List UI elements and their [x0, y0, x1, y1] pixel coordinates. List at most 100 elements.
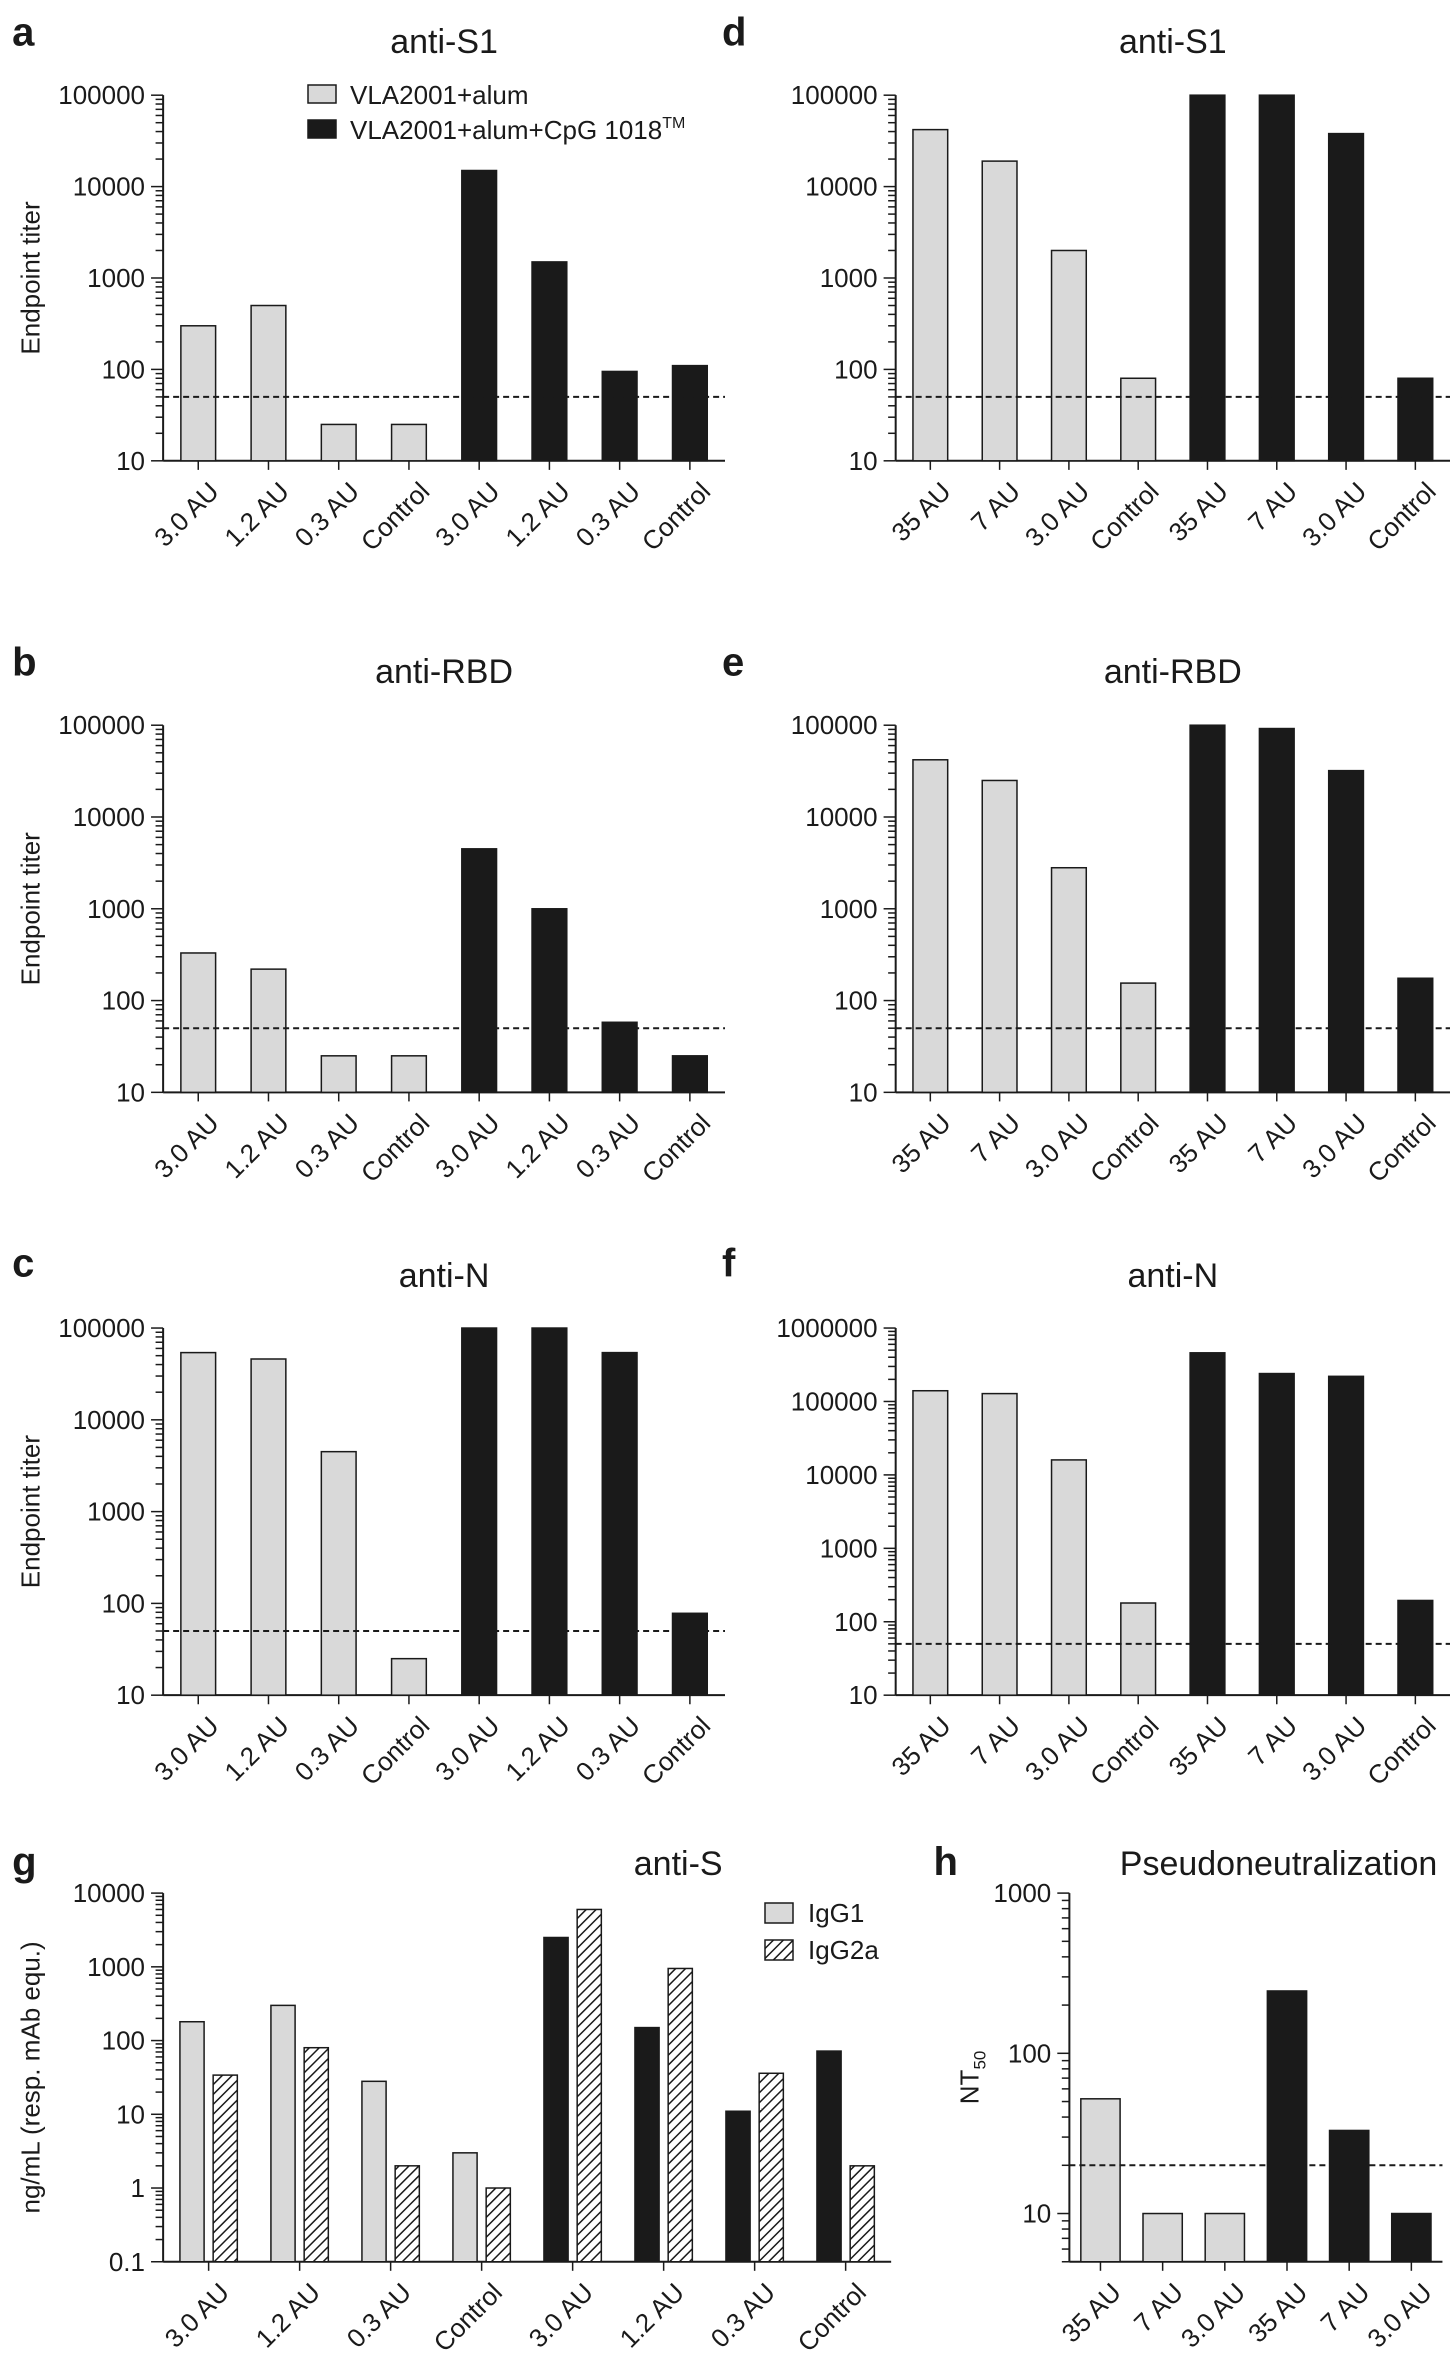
y-tick-label: 100: [1008, 2038, 1051, 2068]
x-category-label: 3.0 AU: [1019, 476, 1095, 552]
x-category-label: Control: [1361, 476, 1441, 556]
x-category-label: Control: [355, 1710, 435, 1790]
bar-alum: [392, 424, 427, 460]
y-tick-label: 100: [102, 2026, 145, 2056]
x-category-label: Control: [428, 2277, 508, 2357]
bar-cpg: [1398, 978, 1433, 1092]
bar-alum: [392, 1659, 427, 1696]
y-axis-title: Endpoint titer: [15, 1435, 45, 1589]
x-category-label: 1.2 AU: [250, 2277, 326, 2353]
y-tick-label: 10000: [805, 172, 877, 202]
x-category-label: 1.2 AU: [499, 1710, 575, 1786]
legend-label-cpg: VLA2001+alum+CpG 1018TM: [350, 115, 685, 145]
panel-title: anti-N: [399, 1257, 490, 1295]
y-tick-label: 100000: [791, 710, 878, 740]
panel-letter: h: [933, 1840, 957, 1884]
x-category-label: 0.3 AU: [289, 1710, 365, 1786]
bar-cpg: [1398, 378, 1433, 461]
panel-letter: e: [722, 640, 744, 684]
y-tick-label: 100: [102, 986, 145, 1016]
bar-igg1: [817, 2051, 841, 2262]
x-category-label: 0.3 AU: [289, 476, 365, 552]
x-category-label: 3.0 AU: [523, 2277, 599, 2353]
y-axis-title: NT50: [955, 2051, 990, 2105]
legend-swatch-igg1: [765, 1903, 793, 1923]
bar-igg2a: [759, 2073, 783, 2261]
x-category-label: Control: [1361, 1108, 1441, 1188]
y-tick-label: 10: [849, 446, 878, 476]
y-tick-label: 100000: [58, 710, 145, 740]
x-category-label: Control: [636, 476, 716, 556]
nt-main: NT: [955, 2069, 985, 2104]
bar-alum: [982, 780, 1017, 1092]
y-tick-label: 100000: [791, 1386, 878, 1416]
bar-cpg: [1190, 95, 1225, 461]
panel-c: c anti-N 10 100 1000 10000 100000 Endpoint tite…: [12, 1242, 725, 1791]
x-category-label: 35 AU: [885, 476, 956, 547]
legend-swatch-alum: [308, 85, 336, 103]
figure: a anti-S110100100010000100000Endpoint tit…: [0, 0, 1450, 2366]
bar-cpg: [602, 371, 637, 460]
bar-alum: [1081, 2099, 1120, 2262]
bar-cpg: [1259, 1374, 1294, 1696]
x-category-label: 35 AU: [1056, 2277, 1127, 2348]
x-category-label: 3.0 AU: [148, 1710, 224, 1786]
bar-igg2a: [486, 2188, 510, 2262]
x-category-label: Control: [792, 2277, 872, 2357]
legend-label-cpg-text: VLA2001+alum+CpG 1018: [350, 115, 662, 145]
legend-label-cpg-tm: TM: [662, 115, 685, 132]
y-tick-label: 10000: [73, 1405, 145, 1435]
x-category-label: 0.3 AU: [289, 1108, 365, 1184]
bar-cpg: [602, 1022, 637, 1092]
bar-igg2a: [304, 2048, 328, 2262]
x-category-label: Control: [1084, 1108, 1164, 1188]
panel-letter: b: [12, 640, 36, 684]
nt-subscript: 50: [971, 2051, 990, 2070]
x-category-label: 0.3 AU: [570, 476, 646, 552]
bar-alum: [982, 1394, 1017, 1696]
bar-alum: [1121, 1603, 1156, 1695]
legend-swatch-igg2a: [765, 1940, 793, 1960]
bar-igg2a: [850, 2166, 874, 2262]
bar-cpg: [1259, 95, 1294, 461]
y-tick-label: 10000: [73, 1878, 145, 1908]
bar-cpg: [1190, 725, 1225, 1092]
bar-alum: [1052, 1460, 1087, 1695]
bar-igg2a: [395, 2166, 419, 2262]
y-tick-label: 100000: [58, 1313, 145, 1343]
x-category-label: 3.0 AU: [429, 476, 505, 552]
bar-alum: [913, 130, 948, 461]
bar-alum: [181, 1353, 216, 1696]
y-tick-label: 100000: [791, 80, 878, 110]
x-category-label: 7 AU: [965, 1710, 1026, 1771]
x-category-label: 35 AU: [885, 1108, 956, 1179]
y-tick-label: 1000000: [776, 1313, 877, 1343]
y-tick-label: 100000: [58, 80, 145, 110]
panel-title: Pseudoneutralization: [1120, 1845, 1438, 1883]
bar-igg1: [544, 1937, 568, 2261]
bar-igg2a: [577, 1909, 601, 2261]
y-tick-label: 1000: [820, 894, 878, 924]
bar-igg1: [180, 2022, 204, 2262]
bar-igg2a: [213, 2075, 237, 2262]
bar-cpg: [462, 1328, 497, 1695]
y-tick-label: 10000: [805, 802, 877, 832]
bar-alum: [181, 953, 216, 1092]
x-category-label: 3.0 AU: [1361, 2277, 1437, 2353]
y-tick-label: 10000: [73, 172, 145, 202]
bar-cpg: [673, 1056, 708, 1093]
x-category-label: 7 AU: [1242, 1710, 1303, 1771]
x-category-label: Control: [355, 476, 435, 556]
legend-g: IgG1 IgG2a: [765, 1898, 879, 1965]
x-category-label: 0.3 AU: [705, 2277, 781, 2353]
y-tick-label: 10: [849, 1077, 878, 1107]
x-category-label: 3.0 AU: [1019, 1710, 1095, 1786]
y-axis-title: Endpoint titer: [15, 832, 45, 986]
x-category-label: 3.0 AU: [1175, 2277, 1251, 2353]
y-tick-label: 0.1: [109, 2247, 145, 2277]
x-category-label: 3.0 AU: [1296, 476, 1372, 552]
y-tick-label: 100: [834, 1607, 877, 1637]
y-tick-label: 1000: [87, 894, 145, 924]
bar-igg1: [271, 2005, 295, 2261]
